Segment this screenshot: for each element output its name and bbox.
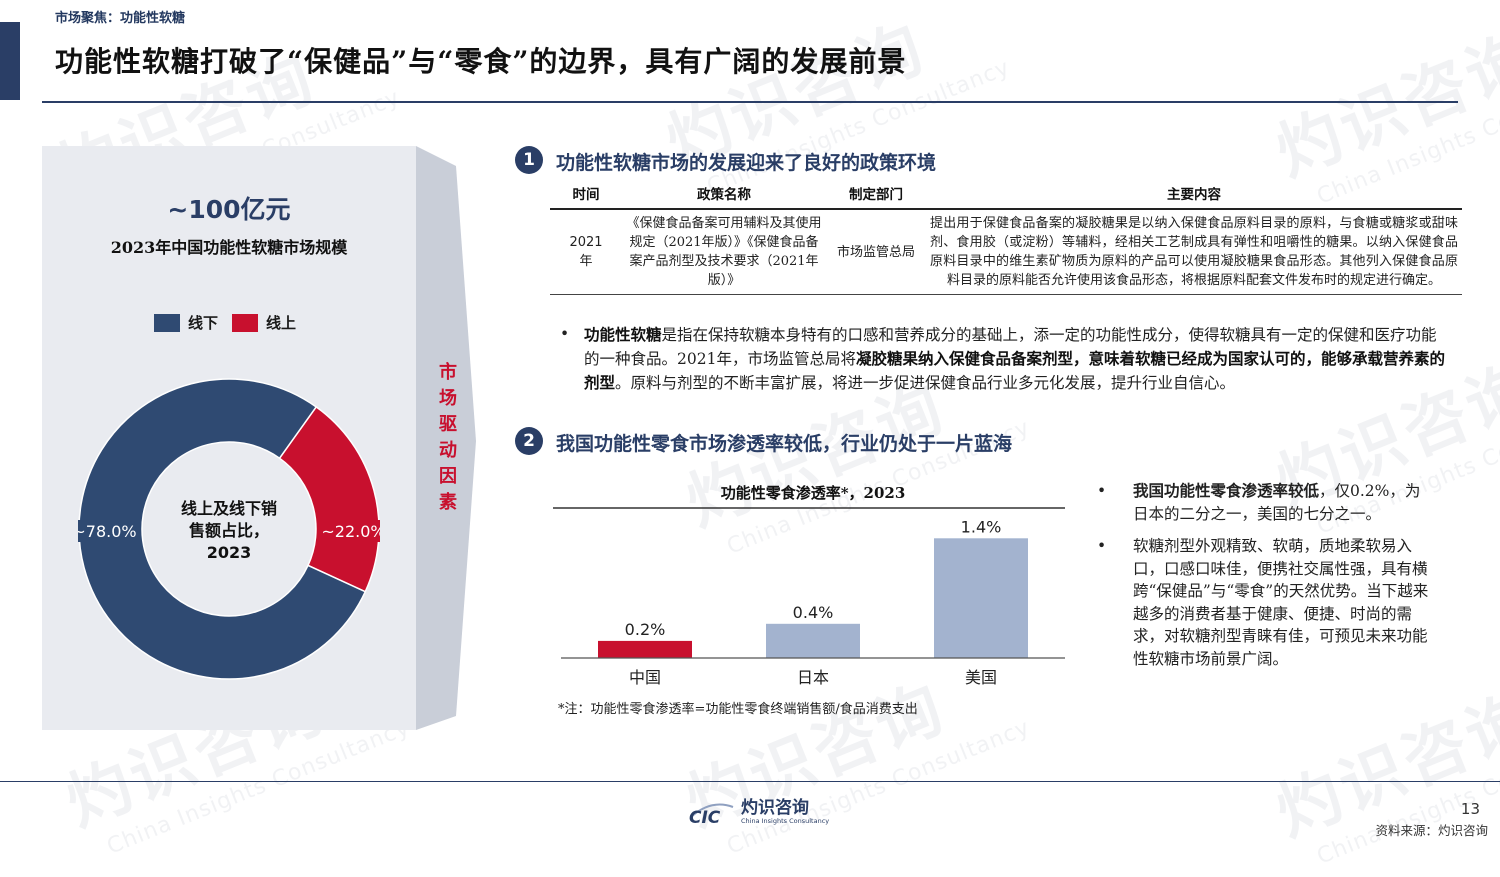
section-tag: 市场聚焦：功能性软糖 bbox=[55, 11, 186, 26]
legend-label-offline: 线下 bbox=[188, 314, 219, 332]
cic-logo-icon: CIC bbox=[689, 803, 734, 827]
bullet-text: ，仅0.2%，为日本的二分之一，美国的七分之一。 bbox=[1133, 482, 1421, 523]
donut-center-line: 2023 bbox=[206, 543, 252, 562]
table-cell-policy-name: 《保健食品备案可用辅料及其使用规定（2021年版）》《保健食品备案产品剂型及技术… bbox=[622, 209, 826, 295]
bar-日本 bbox=[766, 623, 860, 658]
chart-footnote: *注：功能性零食渗透率=功能性零食终端销售额/食品消费支出 bbox=[558, 702, 918, 717]
table-header-department: 制定部门 bbox=[826, 181, 926, 210]
market-drivers-arrow bbox=[416, 146, 476, 730]
chart-title: 功能性零食渗透率*，2023 bbox=[721, 484, 906, 502]
drivers-char: 场 bbox=[439, 388, 457, 409]
bar-value-label: 0.4% bbox=[793, 603, 834, 622]
x-tick-label: 日本 bbox=[797, 668, 829, 687]
donut-slice-online bbox=[278, 405, 380, 593]
company-logo: CIC 灼识咨询 China Insights Consultancy bbox=[685, 797, 829, 827]
table-header-content: 主要内容 bbox=[926, 181, 1462, 210]
bullet-text: 是指在保持软糖本身特有的口感和营养成分的基础上，添一定的功能性成分，使得软糖具有… bbox=[584, 326, 1437, 368]
donut-center-line: 售额占比， bbox=[188, 521, 269, 540]
donut-legend: 线下 线上 bbox=[154, 312, 310, 333]
bullet-text: 软糖剂型外观精致、软萌，质地柔软易入口，口感口味佳，便携社交属性强，具有横跨“保… bbox=[1133, 537, 1429, 668]
x-tick-label: 中国 bbox=[629, 668, 661, 687]
drivers-char: 动 bbox=[439, 440, 457, 461]
market-size-value: ~100亿元 bbox=[167, 195, 291, 224]
section2-bullets: • 我国功能性零食渗透率较低，仅0.2%，为日本的二分之一，美国的七分之一。 •… bbox=[1097, 480, 1433, 680]
section-title: 功能性软糖市场的发展迎来了良好的政策环境 bbox=[556, 152, 937, 174]
logo-en: China Insights Consultancy bbox=[741, 817, 830, 825]
title-accent-bar bbox=[0, 22, 20, 100]
logo-mark: CIC bbox=[689, 808, 721, 827]
legend-item-online: 线上 bbox=[232, 312, 296, 333]
bar-美国 bbox=[934, 538, 1028, 658]
table-row: 2021 年 《保健食品备案可用辅料及其使用规定（2021年版）》《保健食品备案… bbox=[550, 209, 1462, 295]
bullet-bold-term: 功能性软糖 bbox=[584, 325, 662, 344]
table-header-row: 时间 政策名称 制定部门 主要内容 bbox=[550, 181, 1462, 210]
bar-中国 bbox=[598, 640, 692, 658]
market-size-panel: ~100亿元 2023年中国功能性软糖市场规模 线下 线上 ~22.0% ~78.… bbox=[42, 146, 416, 730]
table-cell-time: 2021 年 bbox=[550, 209, 622, 295]
table-header-policy: 政策名称 bbox=[622, 181, 826, 210]
footer-divider bbox=[0, 781, 1500, 782]
drivers-char: 市 bbox=[439, 362, 457, 383]
title-divider bbox=[42, 101, 1458, 103]
donut-center-label: 线上及线下销 售额占比， 2023 bbox=[164, 498, 294, 564]
page-title: 功能性软糖打破了“保健品”与“零食”的边界，具有广阔的发展前景 bbox=[55, 45, 907, 78]
donut-label-bg bbox=[78, 520, 140, 542]
bullet-item: • 我国功能性零食渗透率较低，仅0.2%，为日本的二分之一，美国的七分之一。 bbox=[1097, 480, 1433, 525]
bar-value-label: 1.4% bbox=[961, 517, 1002, 536]
drivers-char: 素 bbox=[439, 492, 457, 513]
time-year: 2021 bbox=[569, 235, 603, 250]
market-drivers-label: 市 场 驱 动 因 素 bbox=[437, 360, 459, 516]
table-header-time: 时间 bbox=[550, 181, 622, 210]
table-cell-content: 提出用于保健食品备案的凝胶糖果是以纳入保健食品原料目录的原料，与食糖或糖浆或甜味… bbox=[926, 209, 1462, 295]
section-title: 我国功能性零食市场渗透率较低，行业仍处于一片蓝海 bbox=[556, 433, 1013, 455]
sales-channel-donut-chart: ~22.0% ~78.0% bbox=[78, 378, 380, 680]
x-tick-label: 美国 bbox=[965, 668, 997, 687]
section-number-badge: 1 bbox=[515, 146, 543, 174]
donut-slice-label: ~22.0% bbox=[318, 520, 380, 542]
section-number-badge: 2 bbox=[515, 427, 543, 455]
donut-slice-label: ~78.0% bbox=[78, 520, 140, 542]
logo-cn: 灼识咨询 bbox=[741, 798, 809, 818]
bullet-dot: • bbox=[1097, 537, 1107, 555]
bullet-bold-text: 我国功能性零食渗透率较低 bbox=[1133, 481, 1320, 500]
donut-label-bg bbox=[318, 520, 380, 542]
bullet-item: • 软糖剂型外观精致、软萌，质地柔软易入口，口感口味佳，便携社交属性强，具有横跨… bbox=[1097, 535, 1433, 670]
legend-item-offline: 线下 bbox=[154, 312, 218, 333]
donut-value-label: ~22.0% bbox=[321, 522, 380, 541]
bar-value-label: 0.2% bbox=[625, 620, 666, 639]
page-number: 13 bbox=[1460, 800, 1480, 818]
legend-swatch-offline bbox=[154, 313, 180, 332]
source-note: 资料来源：灼识咨询 bbox=[1375, 823, 1488, 838]
bullet-text: 。原料与剂型的不断丰富扩展，将进一步促进保健食品行业多元化发展，提升行业自信心。 bbox=[615, 374, 1236, 392]
bullet-bold-highlight: 凝胶糖果纳入保健食品备案剂型，意味着软糖已经成为国家认可的，能够承载营养素的剂型 bbox=[584, 349, 1445, 392]
bullet-dot: • bbox=[560, 325, 570, 343]
drivers-char: 因 bbox=[439, 466, 457, 487]
time-unit: 年 bbox=[579, 254, 593, 269]
market-size-caption: 2023年中国功能性软糖市场规模 bbox=[110, 238, 348, 257]
table-cell-department: 市场监管总局 bbox=[826, 209, 926, 295]
donut-center-line: 线上及线下销 bbox=[180, 499, 277, 518]
legend-label-online: 线上 bbox=[266, 314, 297, 332]
section1-bullet: • 功能性软糖是指在保持软糖本身特有的口感和营养成分的基础上，添一定的功能性成分… bbox=[560, 323, 1446, 395]
drivers-char: 驱 bbox=[439, 414, 457, 435]
bullet-dot: • bbox=[1097, 482, 1107, 500]
donut-value-label: ~78.0% bbox=[78, 522, 137, 541]
penetration-bar-chart: 功能性零食渗透率*，2023 0.2% 中国 0.4% 日本 1.4% 美国 bbox=[553, 484, 1065, 687]
legend-swatch-online bbox=[232, 313, 259, 332]
policy-table: 时间 政策名称 制定部门 主要内容 2021 年 《保健食品备案可用辅料及其使用… bbox=[550, 181, 1462, 295]
donut-slice-offline bbox=[78, 378, 367, 680]
